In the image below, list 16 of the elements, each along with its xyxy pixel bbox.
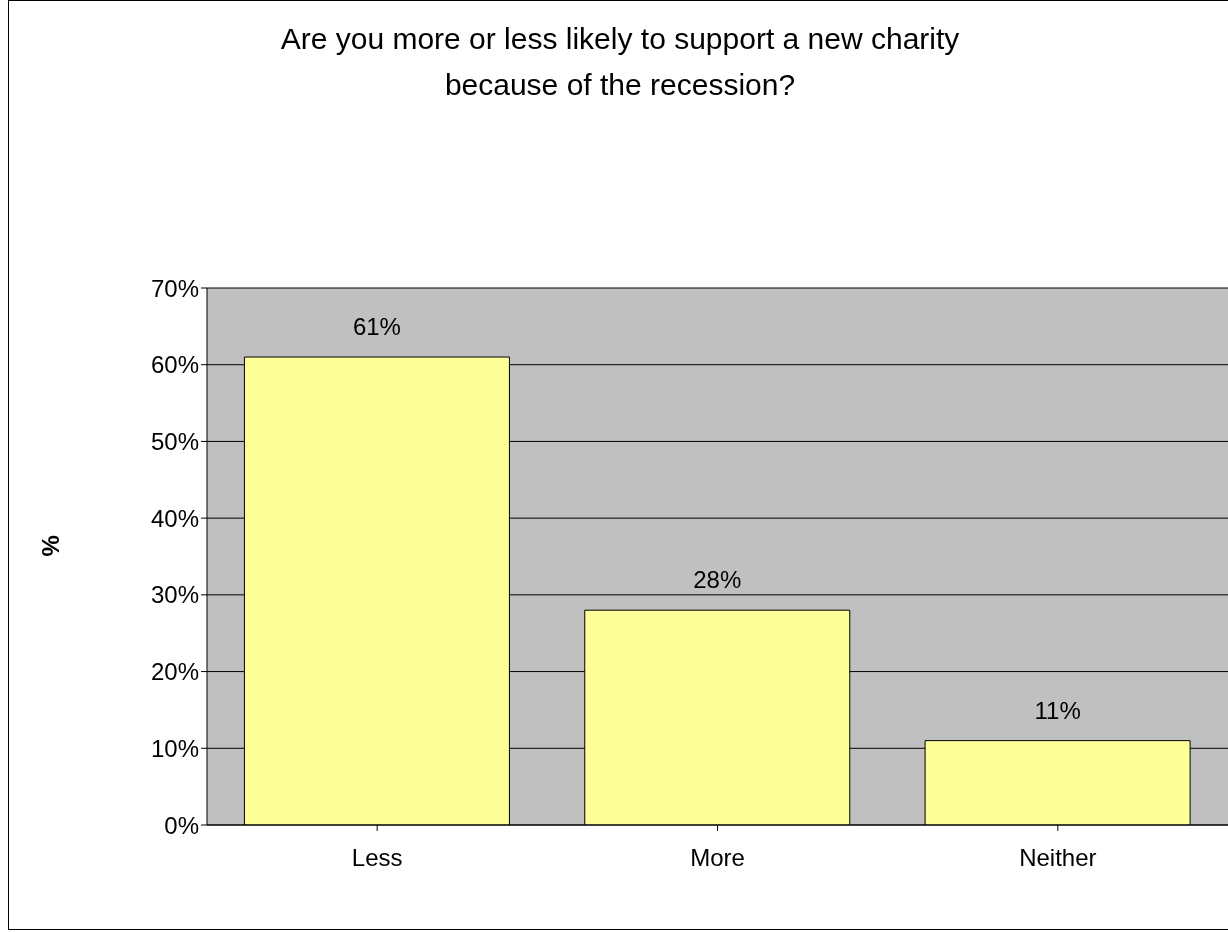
- y-tick-label: 20%: [150, 658, 199, 686]
- y-tick-label: 40%: [150, 504, 199, 532]
- x-tick-label: Less: [351, 844, 403, 872]
- y-tick-label: 60%: [150, 351, 199, 379]
- y-tick-label: 70%: [150, 274, 199, 302]
- y-tick-label: 10%: [150, 734, 199, 762]
- x-tick-label: Neither: [1019, 844, 1097, 872]
- y-tick-label: 50%: [150, 427, 199, 455]
- x-tick-label: More: [690, 844, 745, 872]
- y-tick-label: 0%: [164, 811, 199, 839]
- data-label: 28%: [693, 566, 742, 594]
- y-axis-title: %: [36, 535, 64, 557]
- chart-title: Are you more or less likely to support a new charity because of the recession?: [279, 21, 961, 103]
- data-label: 11%: [1034, 696, 1081, 724]
- y-tick-label: 30%: [150, 581, 199, 609]
- data-label: 61%: [352, 313, 401, 341]
